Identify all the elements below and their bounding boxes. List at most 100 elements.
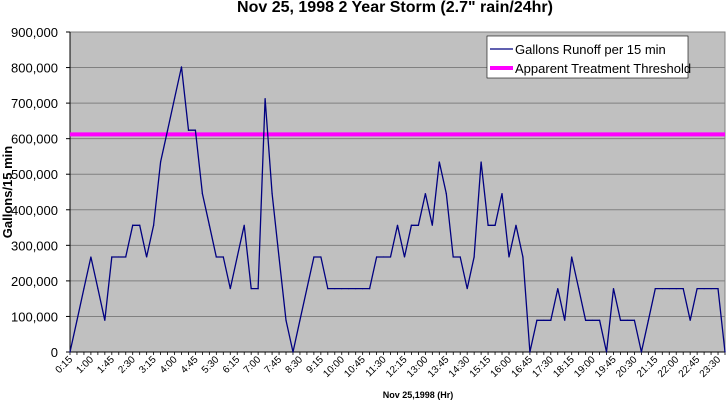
data-point (306, 288, 308, 290)
y-tick-label: 900,000 (11, 25, 58, 40)
data-point (257, 288, 259, 290)
data-point (424, 193, 426, 195)
data-point (459, 256, 461, 258)
x-tick-label: 7:45 (263, 354, 285, 376)
data-point (111, 256, 113, 258)
data-point (125, 256, 127, 258)
data-point (452, 256, 454, 258)
data-point (612, 288, 615, 290)
data-point (201, 193, 203, 195)
data-point (97, 288, 99, 290)
y-tick-label: 800,000 (11, 61, 58, 76)
x-tick-label: 5:30 (200, 354, 222, 376)
data-point (668, 288, 670, 290)
data-point (369, 288, 371, 290)
x-tick-label: 10:00 (321, 354, 347, 380)
legend-label-runoff: Gallons Runoff per 15 min (515, 42, 666, 57)
data-point (153, 224, 155, 226)
data-point (487, 224, 489, 226)
x-tick-label: 22:00 (656, 354, 682, 380)
data-point (445, 193, 447, 195)
data-point (132, 224, 134, 226)
data-point (703, 288, 705, 290)
data-point (320, 256, 322, 258)
chart-title: Nov 25, 1998 2 Year Storm (2.7" rain/24h… (237, 0, 553, 16)
data-point (173, 97, 176, 100)
data-point (438, 161, 440, 163)
data-point (550, 319, 552, 321)
x-tick-label: 19:45 (593, 354, 619, 380)
y-tick-label: 400,000 (11, 203, 58, 218)
legend: Gallons Runoff per 15 min Apparent Treat… (486, 35, 691, 79)
data-point (410, 224, 413, 226)
x-tick-label: 10:45 (342, 354, 368, 380)
data-point (682, 288, 684, 290)
data-point (292, 351, 294, 353)
y-tick-label: 200,000 (11, 274, 58, 289)
data-point (250, 288, 252, 290)
y-tick-label: 300,000 (11, 238, 58, 253)
data-point (334, 288, 336, 290)
data-point (522, 256, 524, 258)
data-point (355, 288, 357, 290)
data-point (222, 256, 224, 258)
x-tick-label: 21:15 (635, 354, 661, 380)
data-point (619, 319, 622, 321)
data-point (529, 351, 531, 353)
data-point (327, 288, 329, 290)
data-point (271, 193, 273, 195)
data-point (341, 288, 343, 290)
data-point (299, 319, 301, 321)
data-point (605, 351, 608, 353)
data-point (501, 193, 503, 195)
runoff-points (69, 66, 726, 353)
data-point (215, 256, 217, 258)
x-tick-label: 3:15 (137, 354, 159, 376)
data-point (466, 288, 468, 290)
data-point (285, 319, 287, 321)
x-tick-label: 23:30 (698, 354, 724, 380)
x-tick-label: 18:15 (551, 354, 577, 380)
data-point (592, 319, 594, 321)
data-point (83, 288, 85, 290)
x-tick-label: 4:00 (158, 354, 180, 376)
data-point (578, 288, 580, 290)
y-axis-label: Gallons/15 min (0, 146, 15, 239)
data-point (654, 288, 656, 290)
data-point (431, 224, 433, 226)
data-point (389, 256, 392, 258)
y-tick-label: 0 (51, 345, 58, 360)
x-tick-label: 16:00 (489, 354, 515, 380)
data-point (236, 256, 238, 258)
data-point (159, 161, 162, 163)
data-point (724, 351, 726, 353)
data-point (675, 288, 677, 290)
data-point (264, 97, 266, 100)
data-point (229, 288, 231, 290)
data-point (515, 224, 517, 226)
x-tick-label: 2:30 (116, 354, 138, 376)
data-point (313, 256, 315, 258)
x-axis-label: Nov 25,1998 (Hr) (383, 390, 454, 400)
x-tick-label: 15:15 (468, 354, 494, 380)
x-tick-label: 6:15 (221, 354, 243, 376)
x-tick-label: 4:45 (179, 354, 201, 376)
data-point (598, 319, 601, 321)
x-tick-label: 8:30 (284, 354, 306, 376)
data-point (243, 224, 245, 226)
data-point (139, 224, 141, 226)
legend-box (486, 35, 689, 79)
x-tick-label: 14:30 (447, 354, 473, 380)
x-tick-label: 7:00 (242, 354, 264, 376)
x-tick-label: 11:30 (364, 354, 389, 379)
data-point (689, 319, 691, 321)
plot-area (69, 31, 726, 353)
data-point (194, 129, 197, 131)
data-point (382, 256, 385, 258)
y-tick-label: 100,000 (11, 309, 58, 324)
x-tick-label: 19:00 (572, 354, 598, 380)
data-point (710, 288, 712, 290)
y-tick-label: 600,000 (11, 132, 58, 147)
data-point (90, 256, 92, 258)
